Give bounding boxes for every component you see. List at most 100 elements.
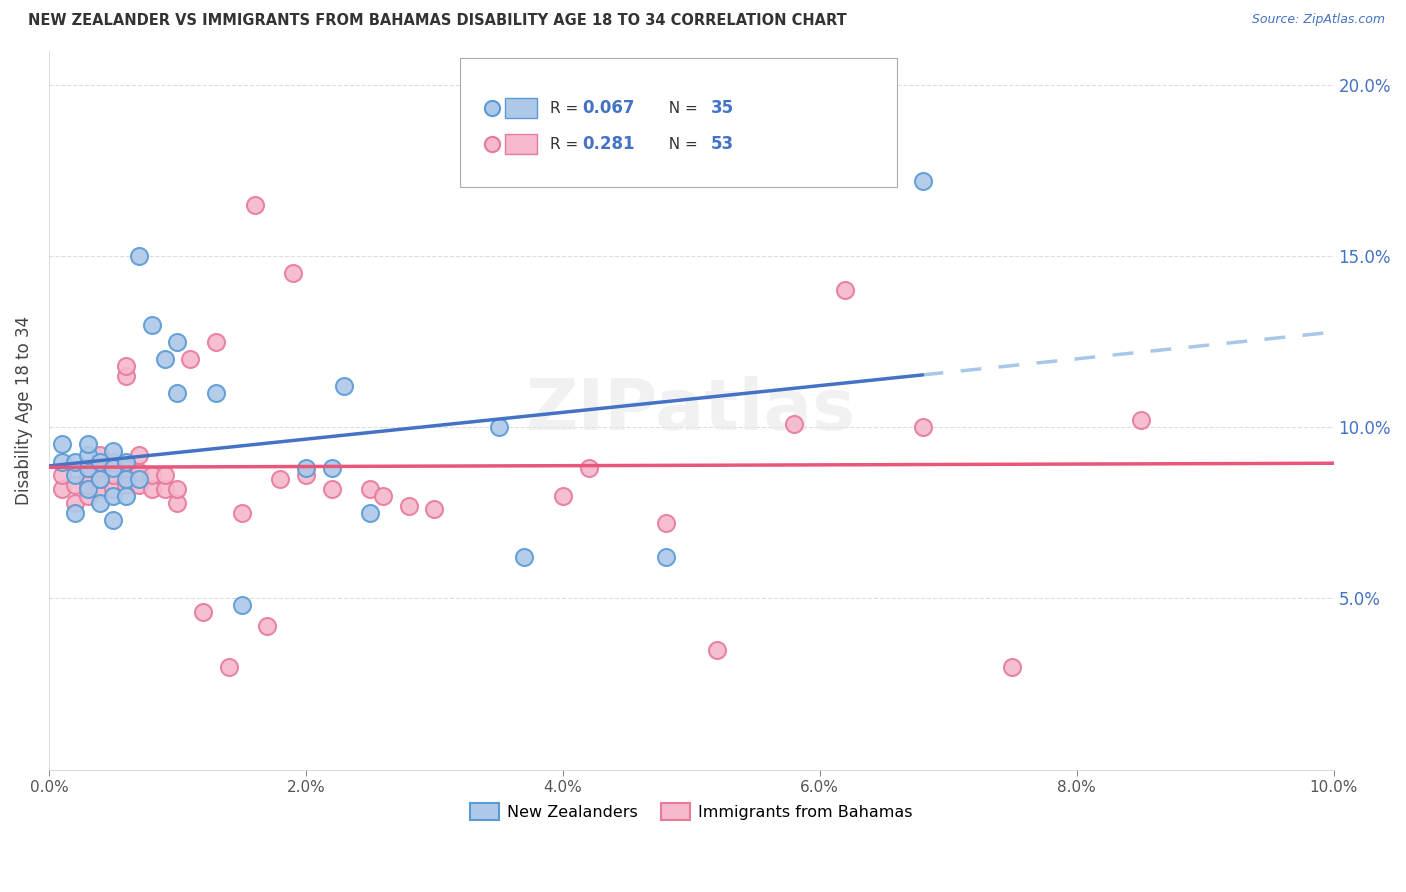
Text: 0.067: 0.067: [582, 99, 634, 117]
Point: [76, 461, 98, 475]
Point: [76, 461, 98, 475]
Point: [63, 506, 86, 520]
FancyBboxPatch shape: [505, 134, 537, 154]
Point: [153, 351, 176, 366]
Point: [1129, 413, 1152, 427]
Point: [371, 489, 394, 503]
Point: [243, 198, 266, 212]
Point: [359, 482, 381, 496]
Point: [89, 482, 111, 496]
Point: [89, 472, 111, 486]
Text: N =: N =: [659, 101, 703, 116]
Point: [63, 478, 86, 492]
Point: [89, 448, 111, 462]
Point: [281, 266, 304, 280]
Point: [551, 489, 574, 503]
Text: 0.281: 0.281: [582, 136, 634, 153]
Point: [89, 454, 111, 468]
Point: [231, 599, 253, 613]
Point: [51, 468, 73, 483]
Point: [103, 482, 125, 496]
Text: ZIPatlas: ZIPatlas: [526, 376, 856, 445]
Point: [76, 437, 98, 451]
Point: [513, 550, 536, 565]
Point: [115, 472, 138, 486]
FancyBboxPatch shape: [505, 98, 537, 119]
Point: [166, 386, 188, 401]
Y-axis label: Disability Age 18 to 34: Disability Age 18 to 34: [15, 316, 32, 505]
Point: [63, 454, 86, 468]
Point: [231, 506, 253, 520]
Point: [103, 468, 125, 483]
Point: [333, 379, 356, 393]
Point: [89, 472, 111, 486]
Point: [128, 472, 150, 486]
Point: [911, 174, 934, 188]
Point: [76, 448, 98, 462]
Text: 35: 35: [710, 99, 734, 117]
Point: [115, 478, 138, 492]
Point: [179, 351, 201, 366]
Point: [321, 461, 343, 475]
Point: [256, 619, 278, 633]
Point: [205, 386, 228, 401]
Point: [76, 478, 98, 492]
Point: [103, 461, 125, 475]
Text: R =: R =: [550, 136, 583, 152]
Point: [103, 454, 125, 468]
Point: [911, 420, 934, 434]
Point: [166, 482, 188, 496]
Point: [115, 461, 138, 475]
Point: [166, 495, 188, 509]
Point: [578, 461, 600, 475]
Text: Source: ZipAtlas.com: Source: ZipAtlas.com: [1251, 13, 1385, 27]
Point: [76, 482, 98, 496]
Point: [141, 318, 163, 332]
Point: [488, 420, 510, 434]
Point: [423, 502, 446, 516]
Point: [76, 489, 98, 503]
FancyBboxPatch shape: [460, 58, 897, 187]
Point: [128, 249, 150, 263]
Point: [51, 454, 73, 468]
Point: [128, 478, 150, 492]
Point: [1001, 660, 1024, 674]
Point: [359, 506, 381, 520]
Point: [654, 516, 676, 530]
Point: [51, 482, 73, 496]
Point: [128, 448, 150, 462]
Point: [218, 660, 240, 674]
Point: [103, 513, 125, 527]
Point: [706, 643, 728, 657]
Point: [461, 95, 484, 109]
Text: R =: R =: [550, 101, 583, 116]
Text: NEW ZEALANDER VS IMMIGRANTS FROM BAHAMAS DISABILITY AGE 18 TO 34 CORRELATION CHA: NEW ZEALANDER VS IMMIGRANTS FROM BAHAMAS…: [28, 13, 846, 29]
Point: [76, 468, 98, 483]
Legend: New Zealanders, Immigrants from Bahamas: New Zealanders, Immigrants from Bahamas: [464, 797, 920, 826]
Point: [51, 437, 73, 451]
Point: [63, 468, 86, 483]
Point: [89, 495, 111, 509]
Point: [269, 472, 291, 486]
Point: [115, 489, 138, 503]
Point: [153, 468, 176, 483]
Point: [295, 461, 318, 475]
Point: [398, 499, 420, 513]
Point: [103, 489, 125, 503]
Point: [166, 334, 188, 349]
Point: [115, 368, 138, 383]
Point: [115, 359, 138, 373]
Point: [115, 454, 138, 468]
Point: [103, 444, 125, 458]
Point: [205, 334, 228, 349]
Point: [89, 461, 111, 475]
Point: [153, 482, 176, 496]
Text: 53: 53: [710, 136, 734, 153]
Point: [654, 550, 676, 565]
Point: [63, 495, 86, 509]
Point: [834, 283, 856, 297]
Point: [321, 482, 343, 496]
Point: [191, 605, 214, 619]
Point: [141, 468, 163, 483]
Point: [141, 482, 163, 496]
